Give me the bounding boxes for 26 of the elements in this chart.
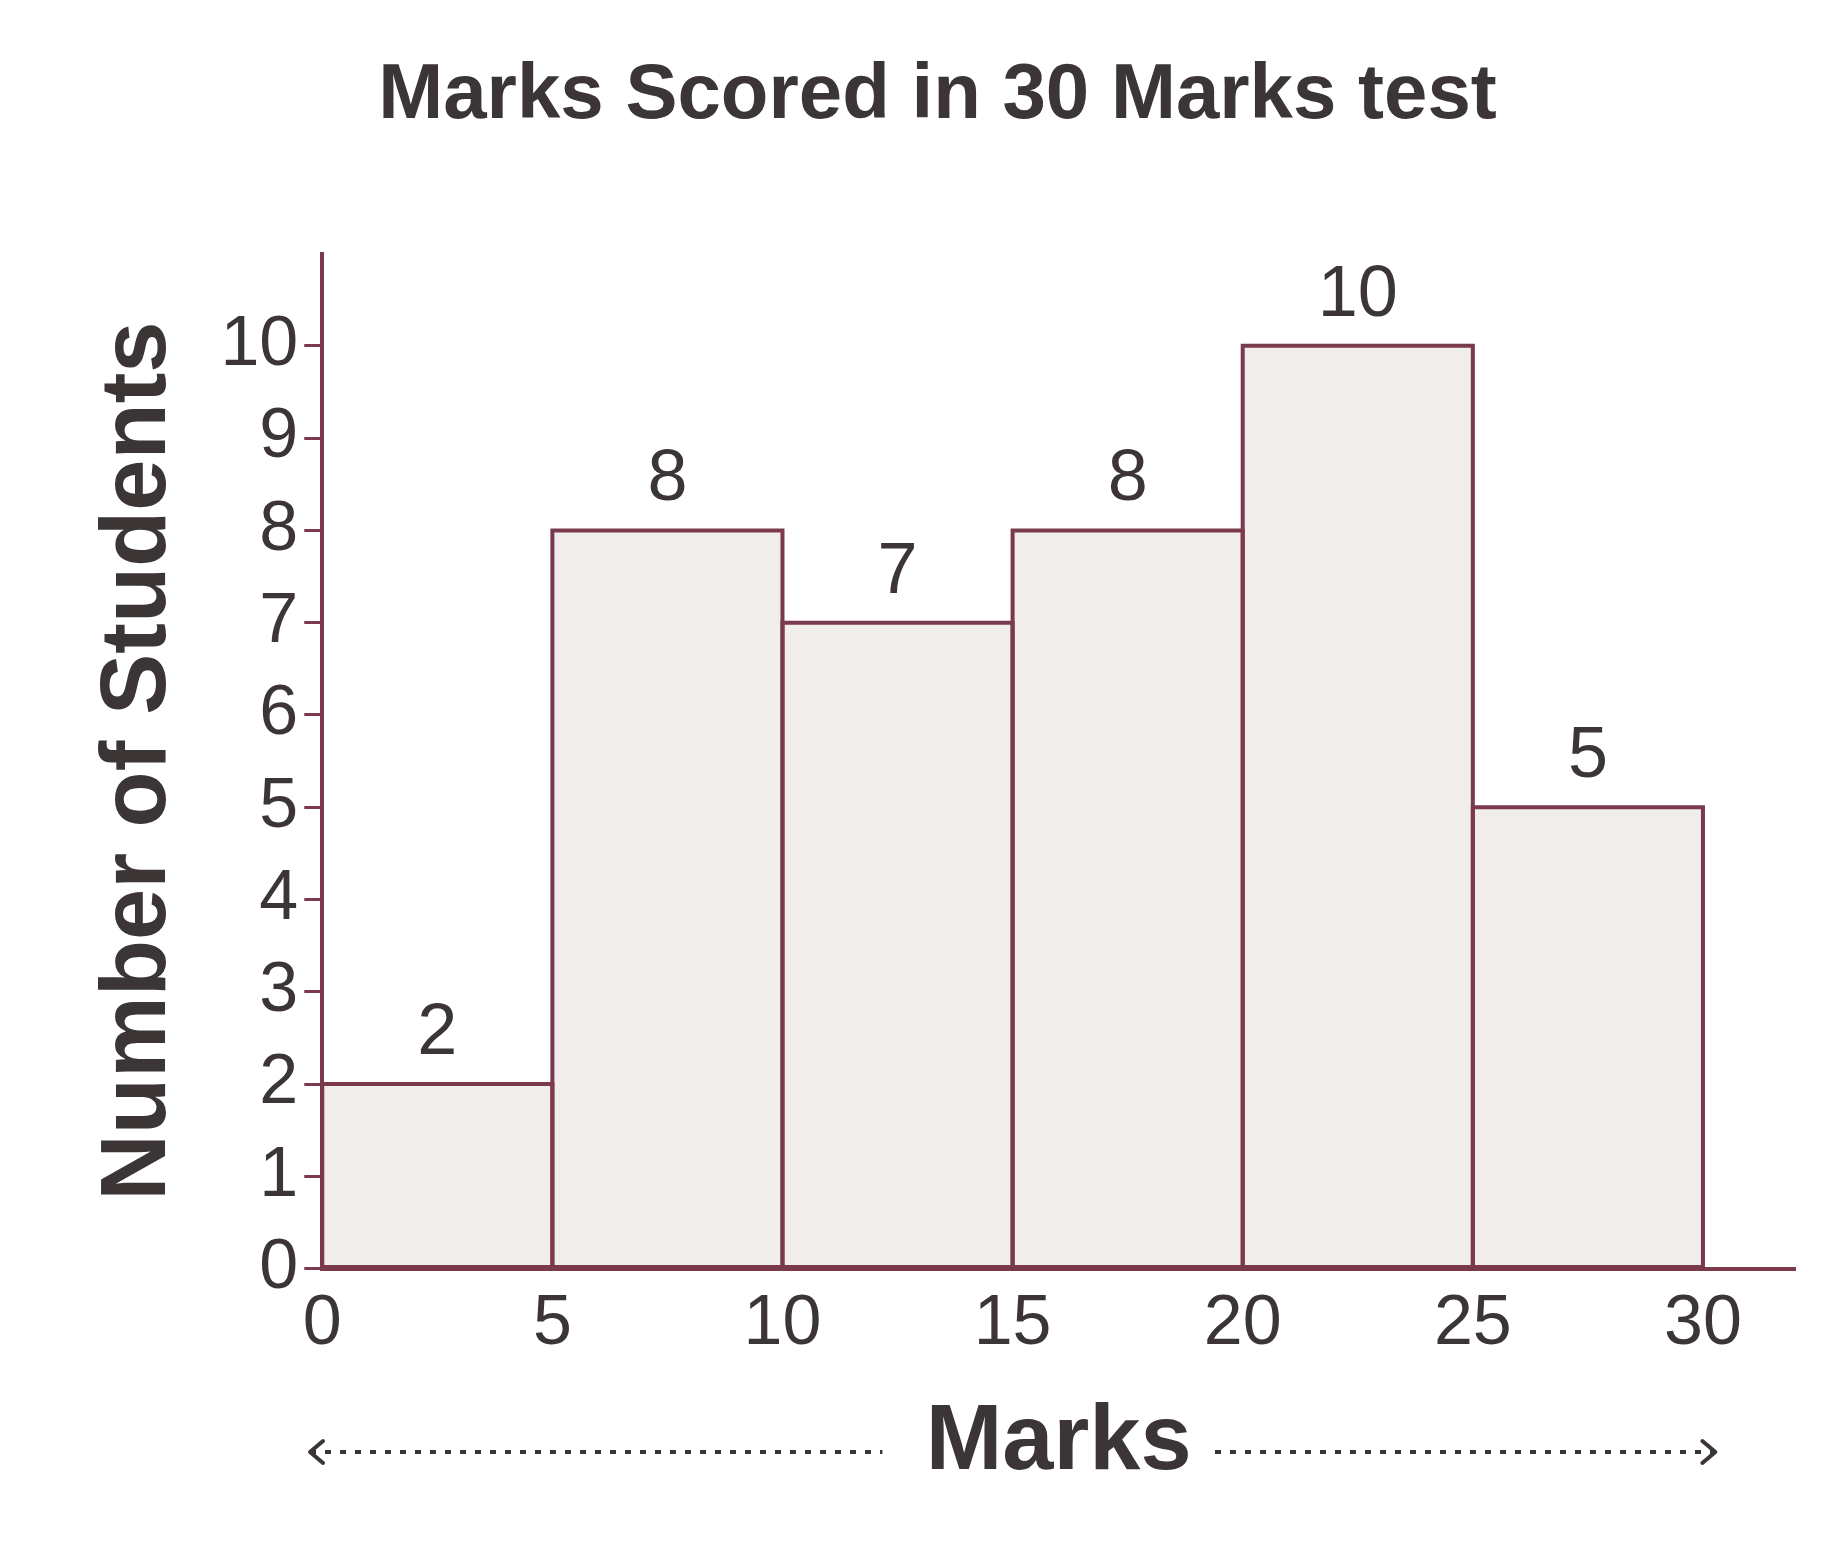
- x-tick-label: 25: [1433, 1280, 1512, 1359]
- data-label: 5: [1567, 712, 1608, 793]
- y-tick-label: 8: [259, 486, 299, 565]
- x-tick-label: 20: [1203, 1280, 1282, 1359]
- y-tick-label: 4: [259, 855, 299, 934]
- chart-title: Marks Scored in 30 Marks test: [378, 47, 1497, 136]
- data-label: 8: [647, 435, 688, 516]
- y-tick-label: 10: [220, 302, 299, 381]
- x-tick-label: 5: [532, 1280, 572, 1359]
- data-label: 10: [1317, 250, 1398, 331]
- y-tick-label: 1: [259, 1132, 299, 1211]
- y-tick-label: 5: [259, 763, 299, 842]
- y-tick-label: 9: [259, 394, 299, 473]
- x-tick-label: 30: [1664, 1280, 1742, 1359]
- y-tick-label: 6: [259, 671, 299, 750]
- y-tick-label: 2: [259, 1040, 299, 1119]
- y-tick-label: 7: [259, 578, 299, 657]
- x-tick-label: 15: [973, 1280, 1052, 1359]
- y-axis-title: Number of Students: [81, 321, 184, 1201]
- x-axis-title: Marks: [925, 1386, 1192, 1489]
- data-label: 7: [877, 527, 918, 608]
- data-label: 8: [1107, 435, 1148, 516]
- data-label: 2: [417, 988, 458, 1069]
- y-tick-label: 3: [259, 948, 299, 1027]
- x-tick-label: 10: [743, 1280, 822, 1359]
- y-tick-label: 0: [259, 1224, 299, 1303]
